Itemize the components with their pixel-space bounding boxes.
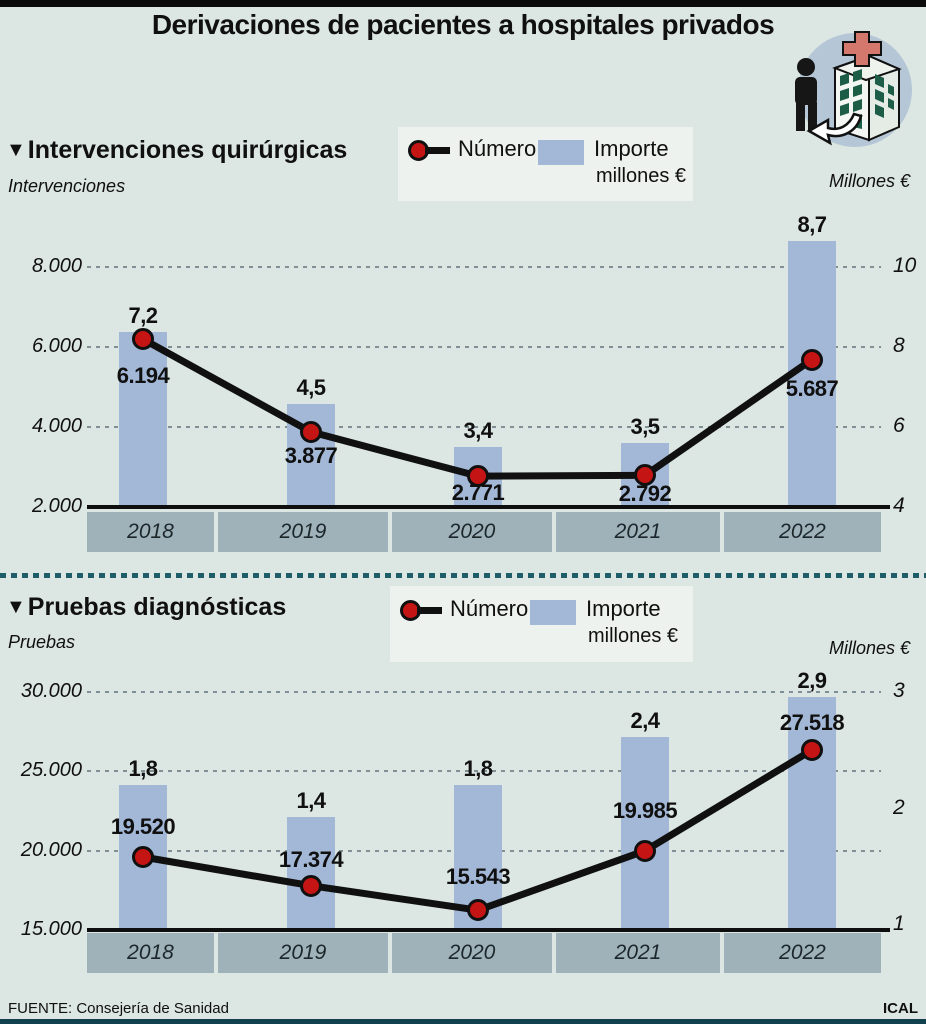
line-value-label: 6.194 xyxy=(116,363,170,389)
hospital-referral-icon xyxy=(795,31,912,147)
line-value-label: 19.520 xyxy=(110,814,176,839)
y2-axis-tick-label: 6 xyxy=(893,414,905,437)
legend-line-label: Número xyxy=(458,136,537,161)
y2-axis-tick-label: 4 xyxy=(893,494,905,517)
legend: Número Importe millones € xyxy=(390,586,693,662)
page-title: Derivaciones de pacientes a hospitales p… xyxy=(151,9,775,40)
legend-line-label: Número xyxy=(450,596,529,621)
right-axis-unit: Millones € xyxy=(828,638,910,658)
bar-value-label: 2,4 xyxy=(630,708,660,733)
number-line-marker-icon xyxy=(417,607,442,614)
gridline xyxy=(87,266,881,268)
line-value-label: 15.543 xyxy=(445,864,511,890)
x-axis-year-cell: 2018 xyxy=(87,512,214,552)
line-value-label: 2.792 xyxy=(618,481,672,507)
line-point xyxy=(467,465,489,488)
bar-value-label: 3,5 xyxy=(630,413,660,439)
y2-axis-tick-label: 10 xyxy=(893,254,917,277)
bar-importe xyxy=(788,697,836,930)
bar-value-label: 7,2 xyxy=(128,303,158,328)
y-axis-tick-label: 25.000 xyxy=(20,759,82,782)
y2-axis-tick-label: 8 xyxy=(893,334,905,357)
red-cross-icon xyxy=(842,31,882,67)
x-axis-line xyxy=(87,505,890,509)
agency-credit: ICAL xyxy=(883,1000,918,1017)
right-axis-unit: Millones € xyxy=(828,171,910,191)
y-axis-tick-label: 8.000 xyxy=(31,255,82,277)
line-point xyxy=(300,420,322,443)
section-divider xyxy=(0,573,926,578)
bar-value-label: 3,4 xyxy=(463,417,493,443)
bar-value-label: 2,9 xyxy=(797,668,827,693)
bar-importe xyxy=(621,737,669,930)
y-axis-tick-label: 6.000 xyxy=(31,335,82,357)
line-point xyxy=(634,839,656,862)
line-point xyxy=(801,738,823,761)
line-point xyxy=(634,464,656,487)
x-axis-year-cell: 2018 xyxy=(87,933,214,973)
line-point xyxy=(801,348,823,371)
number-line-marker-icon xyxy=(425,147,450,154)
left-axis-unit: Intervenciones xyxy=(8,176,126,196)
x-axis-year-cell: 2019 xyxy=(218,933,388,973)
y2-axis-tick-label: 1 xyxy=(893,912,905,935)
person-icon xyxy=(795,58,817,131)
line-value-label: 5.687 xyxy=(785,375,839,401)
x-axis-year-cell: 2021 xyxy=(556,512,720,552)
triangle-marker-icon: ▼ xyxy=(6,596,26,618)
source-credit: FUENTE: Consejería de Sanidad xyxy=(8,1000,229,1017)
gridline xyxy=(87,346,881,348)
bar-value-label: 4,5 xyxy=(296,374,326,400)
legend: Número Importe millones € xyxy=(398,127,693,201)
bar-value-label: 1,8 xyxy=(463,756,493,781)
line-value-label: 3.877 xyxy=(284,442,338,468)
bar-importe xyxy=(287,817,335,930)
y2-axis-tick-label: 2 xyxy=(893,795,905,819)
legend-bar-label: Importe xyxy=(594,136,669,161)
left-axis-unit: Pruebas xyxy=(8,632,76,652)
y2-axis-tick-label: 3 xyxy=(893,679,905,702)
triangle-marker-icon: ▼ xyxy=(6,139,26,161)
x-axis-year-cell: 2022 xyxy=(724,512,881,552)
bar-value-label: 1,8 xyxy=(128,756,158,781)
y-axis-tick-label: 2.000 xyxy=(31,495,82,517)
bar-value-label: 1,4 xyxy=(296,788,326,813)
line-point xyxy=(132,328,154,351)
gridline xyxy=(87,426,881,428)
bottom-rule xyxy=(0,1019,926,1024)
line-value-label: 2.771 xyxy=(451,480,505,506)
y-axis-tick-label: 30.000 xyxy=(20,679,82,702)
line-point xyxy=(300,874,322,897)
section-title-intervenciones: ▼Intervenciones quirúrgicas xyxy=(6,136,348,164)
line-point xyxy=(132,846,154,868)
x-axis-year-cell: 2022 xyxy=(724,933,881,973)
importe-swatch-icon xyxy=(530,600,576,625)
bar-value-label: 8,7 xyxy=(797,211,827,237)
y-axis-tick-label: 20.000 xyxy=(20,838,82,861)
x-axis-year-cell: 2019 xyxy=(218,512,388,552)
x-axis-year-cell: 2021 xyxy=(556,933,720,973)
bar-importe xyxy=(119,332,167,507)
x-axis-year-cell: 2020 xyxy=(392,933,552,973)
line-value-label: 19.985 xyxy=(612,797,678,823)
hospital-building-icon xyxy=(832,31,902,142)
x-axis-year-cell: 2020 xyxy=(392,512,552,552)
top-rule xyxy=(0,0,926,7)
gridline xyxy=(87,690,881,693)
gridline xyxy=(87,770,881,773)
line-point xyxy=(467,899,489,922)
y-axis-tick-label: 4.000 xyxy=(31,415,82,437)
x-axis-line xyxy=(87,928,890,932)
line-value-label: 17.374 xyxy=(278,846,344,872)
arrow-icon xyxy=(806,112,863,146)
legend-bar-label: Importe xyxy=(586,596,661,621)
importe-swatch-icon xyxy=(538,140,584,165)
line-value-label: 27.518 xyxy=(779,709,845,735)
legend-bar-sublabel: millones € xyxy=(588,625,679,647)
y-axis-tick-label: 15.000 xyxy=(20,918,82,940)
legend-bar-sublabel: millones € xyxy=(596,165,687,187)
section-title-pruebas: ▼Pruebas diagnósticas xyxy=(6,593,287,621)
